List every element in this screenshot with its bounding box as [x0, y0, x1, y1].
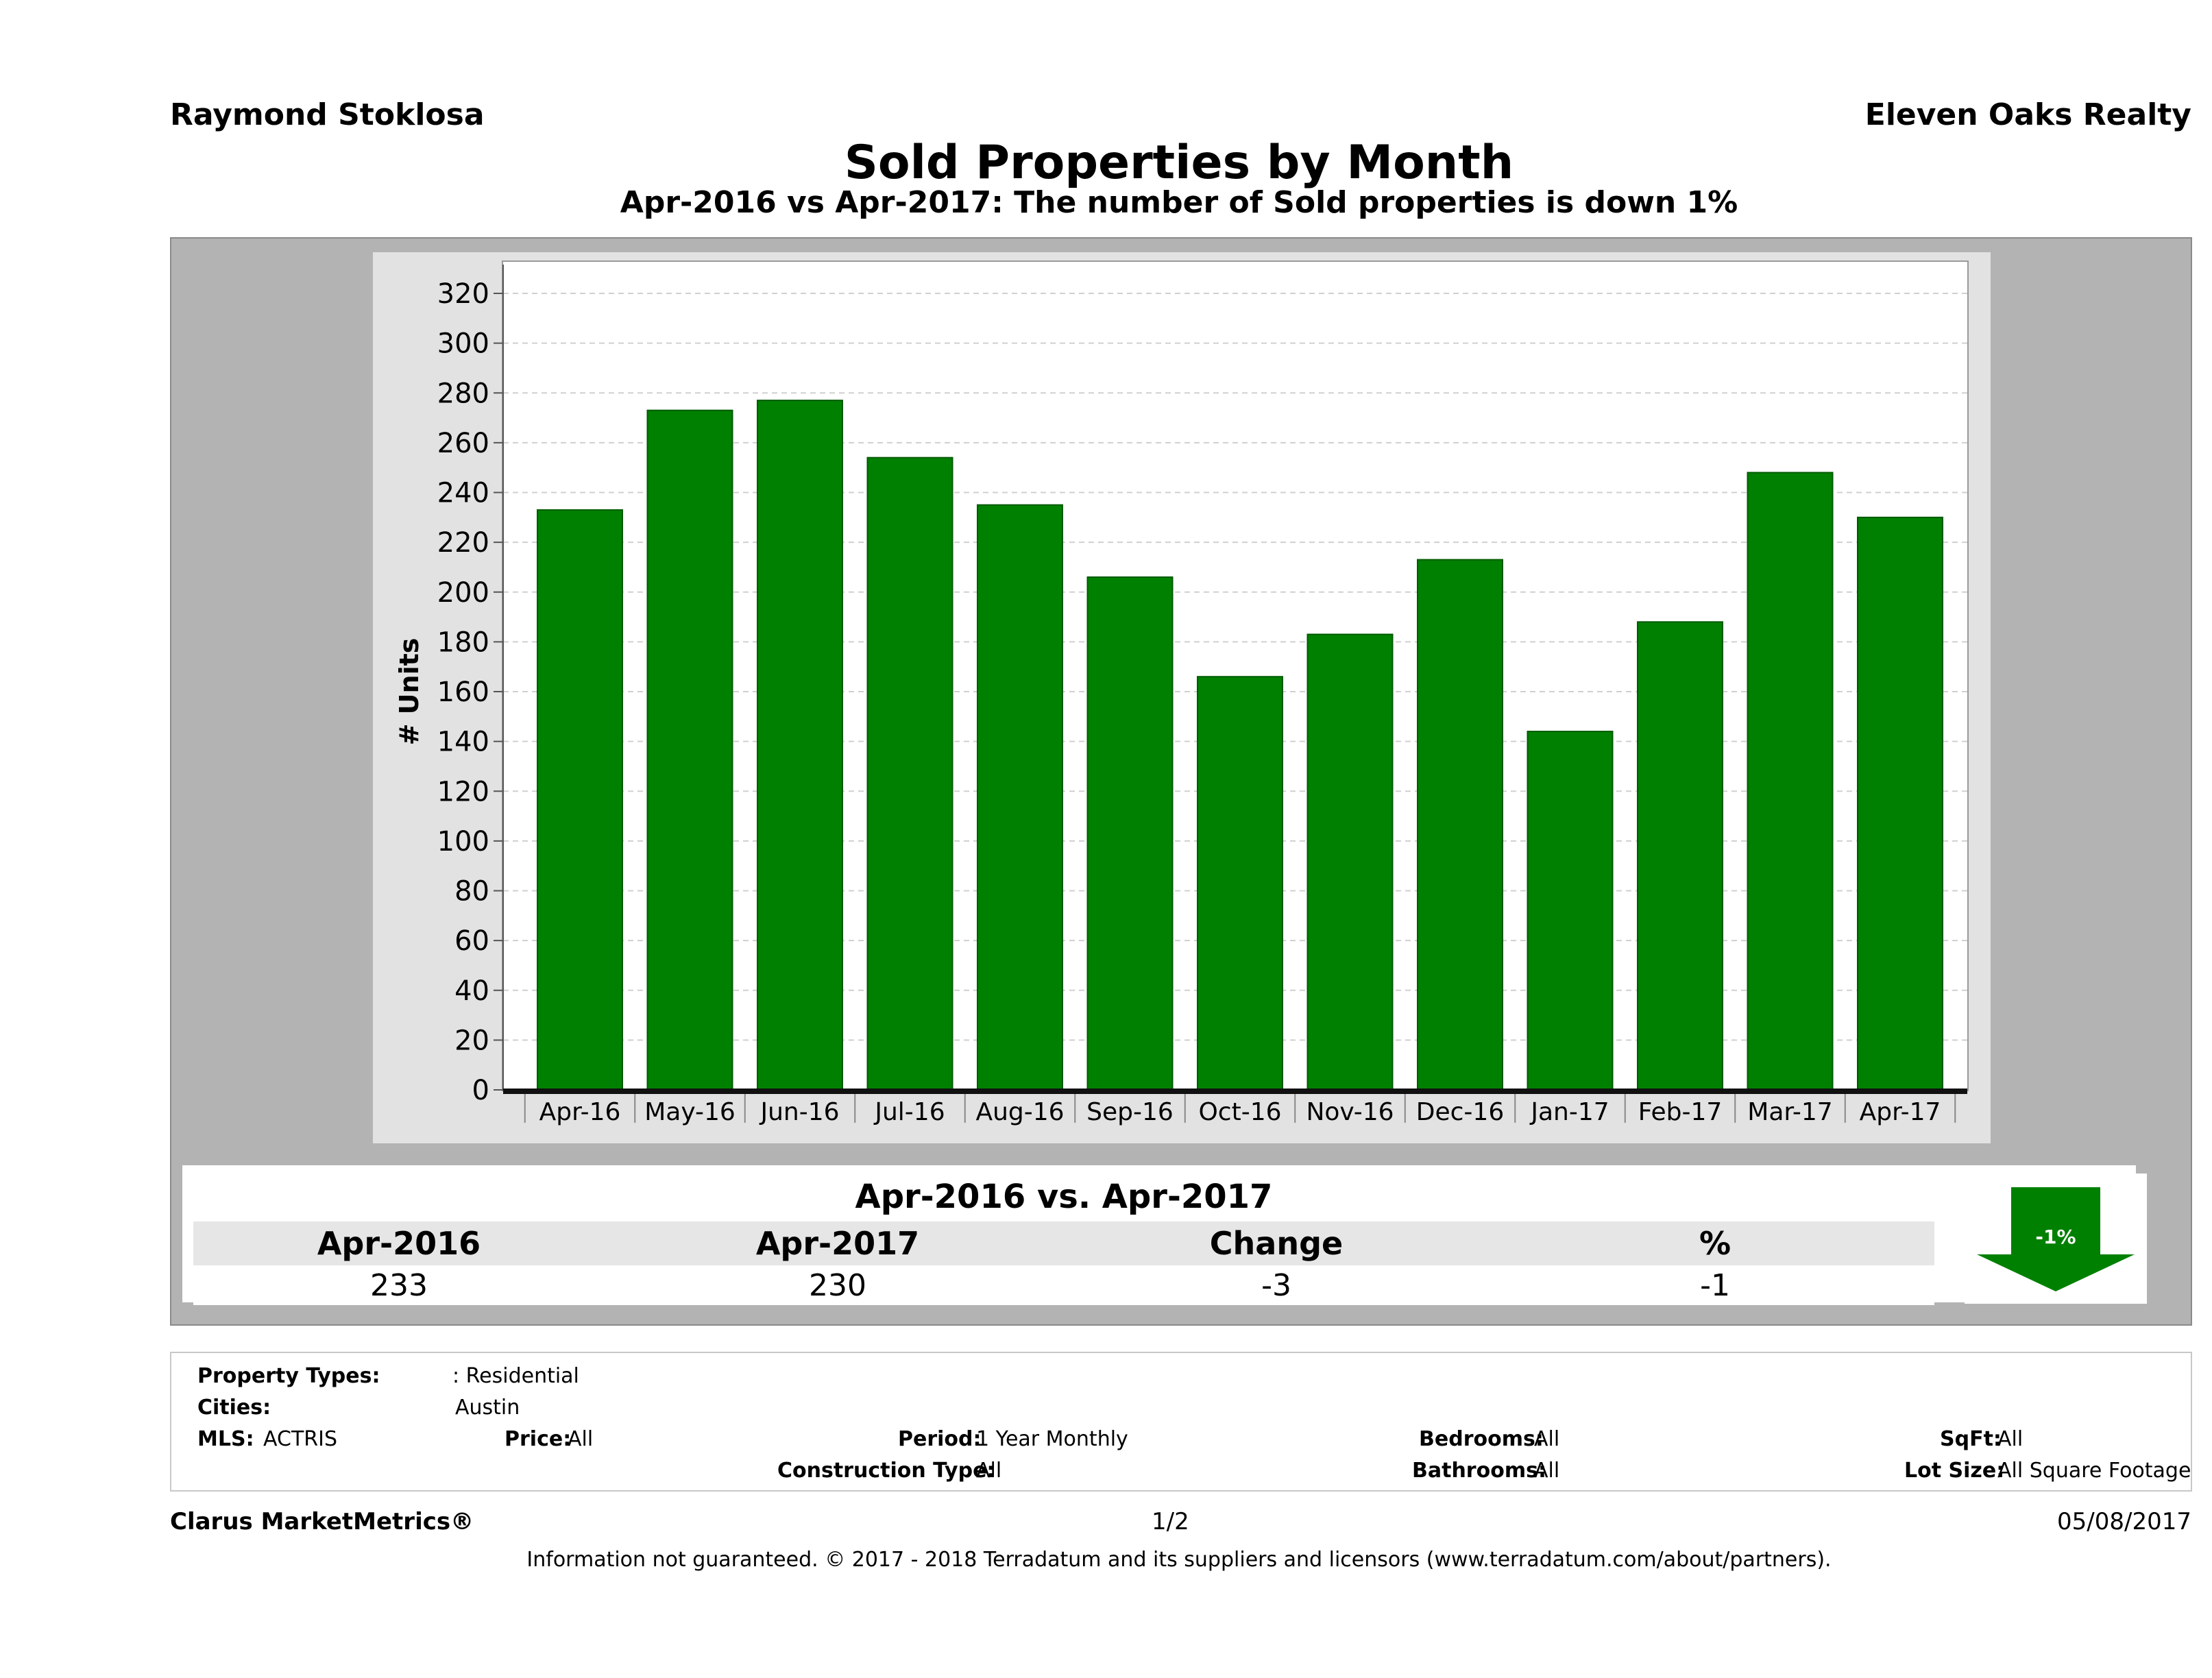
change-indicator-label: -1%: [2035, 1226, 2076, 1248]
filter-lot-size-label: Lot Size:: [1904, 1459, 2005, 1483]
summary-header-row: Apr-2016 Apr-2017 Change %: [193, 1221, 1934, 1265]
x-tick-label: Jan-17: [1529, 1098, 1609, 1126]
bar-Apr-16: [537, 509, 623, 1091]
y-tick-label: 0: [472, 1075, 489, 1106]
bar-chart: 0 20 40 60 80 100 120 140 160 180 200 220 240 260 280 3…: [394, 265, 1967, 1126]
filter-sqft-value: All: [1997, 1427, 2023, 1451]
bar-Jul-16: [866, 457, 953, 1091]
y-tick-label: 160: [437, 677, 489, 708]
summary-header-percent: %: [1699, 1225, 1731, 1262]
filter-mls-value: ACTRIS: [263, 1427, 338, 1451]
disclaimer: Information not guaranteed. © 2017 - 201…: [526, 1548, 1832, 1572]
filter-bedrooms-label: Bedrooms:: [1419, 1427, 1544, 1451]
y-tick-label: 220: [437, 527, 489, 559]
y-tick-label: 280: [437, 378, 489, 409]
summary-header-change: Change: [1209, 1225, 1344, 1262]
y-tick-label: 20: [454, 1025, 489, 1056]
company-name: Eleven Oaks Realty: [1864, 97, 2191, 132]
y-tick-label: 200: [437, 577, 489, 609]
x-tick-label: Jul-16: [873, 1098, 945, 1126]
chart-subtitle: Apr-2016 vs Apr-2017: The number of Sold…: [620, 185, 1738, 220]
x-tick-label: Sep-16: [1086, 1098, 1174, 1126]
summary-value-apr-2016: 233: [370, 1268, 428, 1303]
summary-value-apr-2017: 230: [809, 1268, 866, 1303]
filter-property-types-label: Property Types:: [197, 1364, 380, 1388]
filter-cities-value: Austin: [455, 1396, 520, 1420]
filter-property-types-value: : Residential: [452, 1364, 579, 1388]
y-tick-label: 320: [437, 278, 489, 310]
arrow-down-icon: [1977, 1187, 2135, 1291]
summary-header-apr-2016: Apr-2016: [317, 1225, 481, 1262]
summary-value-change: -3: [1261, 1268, 1291, 1303]
y-axis-label: # Units: [394, 638, 424, 746]
bar-Feb-17: [1637, 621, 1723, 1091]
x-tick-label: Apr-17: [1860, 1098, 1941, 1126]
filter-cities-label: Cities:: [197, 1396, 271, 1420]
bar-May-16: [646, 409, 733, 1091]
footer-brand: Clarus MarketMetrics®: [170, 1508, 474, 1535]
x-tick-label: Feb-17: [1638, 1098, 1723, 1126]
bar-Apr-17: [1857, 516, 1943, 1091]
filter-bathrooms-label: Bathrooms:: [1412, 1459, 1546, 1483]
x-tick-label: Nov-16: [1306, 1098, 1394, 1126]
x-tick-label: May-16: [644, 1098, 736, 1126]
bar-Oct-16: [1197, 676, 1283, 1091]
y-tick-label: 100: [437, 826, 489, 858]
filter-sqft-label: SqFt:: [1940, 1427, 2002, 1451]
chart-title: Sold Properties by Month: [844, 136, 1514, 190]
change-indicator: [1965, 1174, 2147, 1304]
filter-construction-label: Construction Type:: [777, 1459, 995, 1483]
bar-Jan-17: [1527, 731, 1614, 1091]
x-tick-label: Jun-16: [759, 1098, 839, 1126]
y-tick-label: 240: [437, 478, 489, 509]
filter-period-label: Period:: [898, 1427, 982, 1451]
summary-value-row: 233 230 -3 -1: [193, 1267, 1934, 1305]
report-date: 05/08/2017: [2057, 1508, 2191, 1535]
bar-Mar-17: [1747, 472, 1834, 1091]
y-tick-label: 140: [437, 727, 489, 758]
filter-bedrooms-value: All: [1534, 1427, 1560, 1451]
x-tick-label: Dec-16: [1416, 1098, 1504, 1126]
filter-mls-label: MLS:: [197, 1427, 254, 1451]
page-number: 1/2: [1152, 1508, 1189, 1535]
agent-name: Raymond Stoklosa: [170, 97, 485, 132]
x-tick-label: Mar-17: [1747, 1098, 1832, 1126]
summary-header-apr-2017: Apr-2017: [755, 1225, 920, 1262]
y-tick-label: 300: [437, 328, 489, 360]
x-tick-label: Aug-16: [975, 1098, 1064, 1126]
bar-Jun-16: [757, 400, 843, 1091]
filter-price-label: Price:: [505, 1427, 572, 1451]
summary-value-percent: -1: [1700, 1268, 1730, 1303]
y-tick-label: 120: [437, 776, 489, 807]
x-tick-label: Apr-16: [539, 1098, 621, 1126]
x-tick-label: Oct-16: [1198, 1098, 1281, 1126]
bar-Nov-16: [1306, 633, 1394, 1091]
filter-period-value: 1 Year Monthly: [976, 1427, 1128, 1451]
filter-construction-value: All: [976, 1459, 1002, 1483]
filter-lot-size-value: All Square Footage: [1997, 1459, 2191, 1483]
y-tick-label: 60: [454, 925, 489, 957]
bar-Dec-16: [1417, 559, 1503, 1091]
summary-title: Apr-2016 vs. Apr-2017: [193, 1174, 1934, 1220]
bar-Aug-16: [977, 504, 1063, 1091]
y-tick-label: 180: [437, 627, 489, 658]
filter-price-value: All: [568, 1427, 594, 1451]
y-tick-label: 260: [437, 428, 489, 459]
y-tick-label: 40: [454, 975, 489, 1007]
y-tick-label: 80: [454, 876, 489, 908]
filters-panel: Property Types: : Residential Cities: Au…: [170, 1352, 2192, 1492]
filter-bathrooms-value: All: [1534, 1459, 1560, 1483]
bar-Sep-16: [1086, 576, 1174, 1091]
